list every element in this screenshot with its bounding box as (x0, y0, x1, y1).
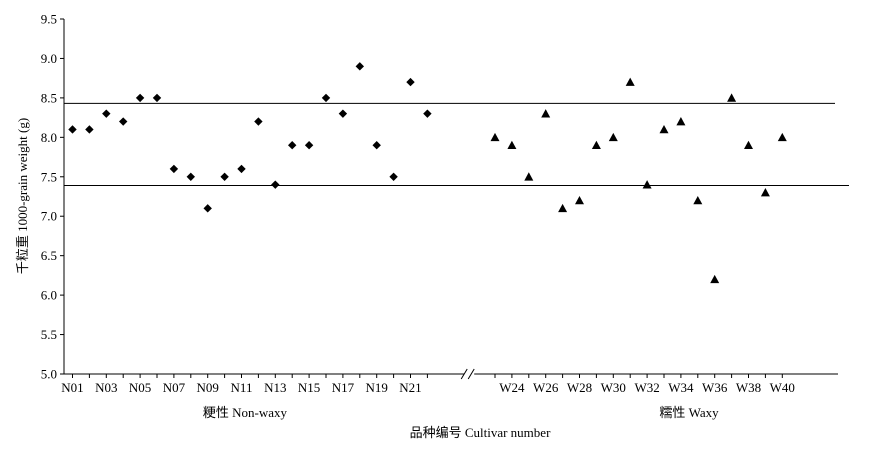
diamond-point (203, 204, 212, 213)
x-tick-label: N09 (197, 380, 219, 395)
triangle-point (760, 188, 770, 197)
reference-lines (64, 102, 849, 186)
diamond-point (338, 109, 348, 118)
triangle-point (659, 124, 669, 134)
triangle-point (490, 132, 500, 142)
diamond-point (85, 125, 94, 134)
diamond-point (355, 62, 364, 71)
x-tick-label: N17 (332, 380, 355, 395)
diamond-point (389, 172, 398, 181)
x-tick-label: W40 (770, 380, 795, 395)
axes: 5.0 5.5 6.0 6.5 7.0 7.5 8.0 8.5 9.0 9.5 N01 N03 N05 N… (41, 12, 838, 395)
diamond-point (271, 180, 280, 189)
triangle-point (710, 274, 720, 284)
x-tick-label: N19 (366, 380, 388, 395)
diamond-point (102, 109, 111, 118)
diamond-point (119, 117, 128, 126)
diamond-point (152, 93, 162, 103)
group-label-waxy: 糯性 Waxy (659, 405, 719, 420)
x-tick-label: W24 (499, 380, 525, 395)
diamond-point (220, 172, 229, 181)
triangle-point (693, 195, 703, 205)
diamond-point (304, 141, 314, 150)
y-axis-title: 千粒重 1000-grain weight (g) (15, 118, 30, 274)
x-tick-label: W30 (601, 380, 626, 395)
x-tick-label: W36 (702, 380, 728, 395)
diamond-point (169, 164, 179, 174)
x-tick-label: N11 (231, 380, 253, 395)
y-tick-label: 5.5 (41, 327, 57, 342)
triangle-point (541, 109, 551, 118)
diamond-point (68, 125, 77, 134)
axis-break-mark (467, 368, 475, 380)
y-tick-label: 8.0 (41, 130, 57, 145)
y-tick-label: 6.0 (41, 288, 57, 303)
diamond-point (321, 93, 331, 103)
diamond-point (423, 109, 432, 118)
y-tick-label: 7.0 (41, 209, 57, 224)
x-tick-label: N07 (163, 380, 186, 395)
x-tick-label: N21 (399, 380, 421, 395)
triangle-point (676, 117, 686, 126)
diamond-point (372, 141, 381, 150)
x-tick-label: N15 (298, 380, 320, 395)
y-tick-label: 9.0 (41, 51, 57, 66)
x-tick-label: W34 (668, 380, 694, 395)
x-tick-label: W32 (634, 380, 659, 395)
diamond-point (237, 164, 246, 174)
triangle-point (727, 93, 737, 102)
y-tick-label: 6.5 (41, 248, 57, 263)
x-tick-label: N05 (129, 380, 151, 395)
x-tick-label: N13 (264, 380, 286, 395)
x-tick-label: W28 (567, 380, 592, 395)
y-tick-label: 9.5 (41, 12, 57, 27)
diamond-point (186, 172, 195, 181)
data-points (68, 62, 787, 284)
triangle-point (507, 140, 517, 150)
triangle-point (642, 180, 652, 189)
diamond-point (406, 77, 415, 87)
diamond-point (135, 93, 145, 103)
triangle-point (777, 132, 787, 142)
x-axis-title: 品种编号 Cultivar number (410, 425, 551, 440)
triangle-point (744, 140, 753, 150)
diamond-point (254, 117, 263, 126)
group-label-non-waxy: 粳性 Non-waxy (203, 405, 288, 420)
diamond-point (288, 141, 297, 150)
triangle-point (625, 77, 635, 86)
triangle-point (575, 195, 584, 205)
x-tick-label: N03 (95, 380, 117, 395)
y-tick-label: 5.0 (41, 367, 57, 382)
axis-labels: 粳性 Non-waxy 糯性 Waxy 品种编号 Cultivar number… (15, 118, 719, 440)
triangle-point (608, 132, 618, 142)
x-tick-label: W26 (533, 380, 559, 395)
triangle-point (524, 172, 534, 181)
x-tick-label: W38 (736, 380, 761, 395)
x-tick-label: N01 (61, 380, 83, 395)
axis-break-mark (460, 368, 468, 380)
triangle-point (591, 140, 601, 150)
triangle-point (558, 203, 568, 213)
y-tick-label: 7.5 (41, 169, 57, 184)
y-tick-label: 8.5 (41, 90, 57, 105)
